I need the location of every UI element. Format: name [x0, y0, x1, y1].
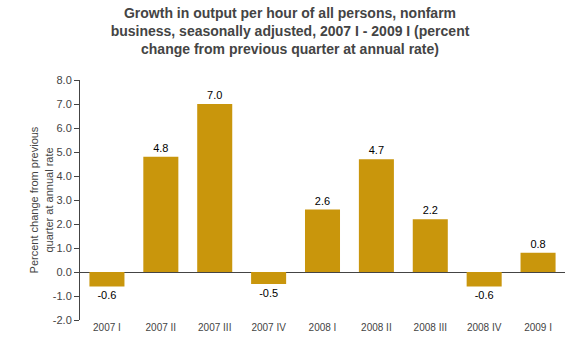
svg-text:2.6: 2.6 — [315, 195, 330, 207]
svg-text:4.8: 4.8 — [153, 142, 168, 154]
svg-text:7.0: 7.0 — [207, 89, 222, 101]
svg-text:4.0: 4.0 — [57, 170, 72, 182]
svg-text:3.0: 3.0 — [57, 194, 72, 206]
svg-text:4.7: 4.7 — [369, 144, 384, 156]
svg-text:5.0: 5.0 — [57, 146, 72, 158]
svg-text:Growth in output per hour of a: Growth in output per hour of all persons… — [111, 5, 470, 57]
svg-text:2007 I: 2007 I — [93, 322, 121, 333]
svg-text:2008 III: 2008 III — [414, 322, 447, 333]
svg-text:2007 II: 2007 II — [146, 322, 177, 333]
svg-text:-0.6: -0.6 — [97, 289, 116, 301]
svg-text:2.2: 2.2 — [423, 204, 438, 216]
svg-text:2008 I: 2008 I — [309, 322, 337, 333]
svg-text:2008 IV: 2008 IV — [467, 322, 502, 333]
svg-text:-1.0: -1.0 — [53, 290, 72, 302]
svg-text:7.0: 7.0 — [57, 98, 72, 110]
svg-text:2007 III: 2007 III — [198, 322, 231, 333]
svg-text:2009 I: 2009 I — [524, 322, 552, 333]
svg-text:-0.6: -0.6 — [475, 289, 494, 301]
svg-text:0.0: 0.0 — [57, 266, 72, 278]
svg-text:6.0: 6.0 — [57, 122, 72, 134]
svg-text:8.0: 8.0 — [57, 74, 72, 86]
svg-text:Percent change from previousqu: Percent change from previousquarter at a… — [28, 126, 54, 273]
svg-text:-2.0: -2.0 — [53, 314, 72, 326]
svg-text:2008 II: 2008 II — [361, 322, 392, 333]
svg-text:1.0: 1.0 — [57, 242, 72, 254]
svg-text:2007 IV: 2007 IV — [251, 322, 286, 333]
svg-text:2.0: 2.0 — [57, 218, 72, 230]
svg-text:0.8: 0.8 — [530, 238, 545, 250]
svg-text:-0.5: -0.5 — [259, 287, 278, 299]
